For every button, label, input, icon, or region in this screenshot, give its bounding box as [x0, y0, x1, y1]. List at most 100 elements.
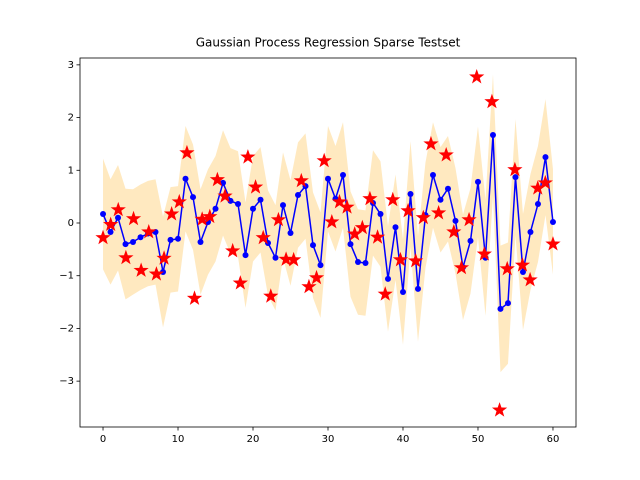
test-star [331, 193, 348, 209]
test-star [255, 229, 271, 245]
test-star [400, 202, 416, 218]
test-star [324, 213, 340, 229]
test-star [171, 193, 187, 209]
mean-point [512, 174, 519, 181]
test-star [232, 275, 248, 290]
test-star [308, 269, 325, 285]
mean-point [392, 224, 399, 231]
test-star [301, 278, 317, 294]
mean-point [504, 300, 511, 307]
mean-point [107, 228, 114, 235]
test-star [263, 288, 279, 303]
mean-point [115, 214, 122, 221]
mean-point [325, 175, 331, 182]
mean-point [182, 175, 189, 182]
test-star [240, 149, 256, 164]
mean-point [549, 218, 556, 225]
test-star [225, 242, 241, 258]
test-star [118, 249, 134, 265]
test-star [522, 271, 538, 287]
test-star [316, 152, 332, 168]
mean-point [347, 241, 354, 248]
y-tick-label: 3 [68, 60, 74, 71]
mean-point [212, 205, 219, 212]
mean-point [542, 154, 549, 161]
test-star [484, 93, 500, 109]
mean-point [272, 254, 279, 261]
test-star [507, 161, 523, 177]
y-tick-label: −3 [59, 376, 74, 387]
test-star [530, 180, 546, 195]
mean-point [444, 185, 451, 192]
mean-point [317, 262, 324, 269]
test-star [446, 223, 462, 239]
mean-point [527, 228, 534, 235]
mean-point [175, 235, 182, 242]
mean-point [467, 237, 474, 244]
test-star [415, 209, 431, 225]
mean-point [489, 131, 496, 138]
y-tick-label: 1 [68, 165, 74, 176]
test-star [377, 286, 393, 301]
y-tick-label: −2 [59, 323, 74, 334]
chart-title: Gaussian Process Regression Sparse Tests… [196, 36, 461, 50]
test-star [438, 146, 454, 162]
mean-point [534, 201, 541, 208]
test-star [141, 223, 157, 239]
mean-point [497, 305, 504, 312]
x-tick-label: 50 [472, 434, 485, 445]
x-tick-label: 60 [547, 434, 560, 445]
mean-point [257, 196, 264, 203]
x-tick-label: 10 [172, 434, 185, 445]
mean-point [130, 238, 137, 245]
test-star [491, 402, 508, 417]
mean-point [100, 211, 107, 218]
test-star [202, 208, 218, 224]
test-star [385, 191, 401, 207]
mean-point [437, 196, 444, 203]
test-star [423, 135, 439, 151]
mean-point [227, 197, 234, 204]
test-star [369, 229, 386, 244]
x-tick-label: 20 [247, 434, 260, 445]
mean-point [474, 178, 481, 185]
mean-point [452, 217, 459, 224]
test-star [194, 211, 210, 226]
mean-point [235, 201, 242, 208]
test-star [408, 252, 424, 268]
confidence-band [103, 74, 553, 373]
test-star [476, 246, 492, 261]
test-star [95, 229, 111, 245]
test-star [156, 250, 172, 265]
mean-point [519, 269, 526, 276]
y-tick-label: −1 [59, 271, 74, 282]
test-star [286, 251, 302, 267]
mean-point [339, 172, 346, 179]
mean-point [250, 205, 257, 212]
test-star [537, 174, 553, 190]
test-star [278, 251, 294, 266]
mean-point [429, 172, 436, 179]
test-star [103, 216, 119, 232]
test-star [514, 257, 531, 272]
mean-point [197, 238, 204, 245]
mean-point [295, 192, 302, 199]
mean-point [362, 260, 369, 267]
test-star [164, 206, 180, 221]
test-star [179, 144, 195, 160]
mean-point [122, 241, 129, 248]
test-star [354, 219, 370, 235]
test-star [339, 199, 355, 214]
test-star [362, 190, 378, 206]
test-star [453, 259, 470, 275]
mean-point [287, 230, 294, 237]
test-star [133, 262, 149, 277]
test-star [461, 211, 477, 227]
y-tick-label: 0 [68, 218, 74, 229]
mean-point [190, 194, 197, 201]
test-star [431, 204, 447, 220]
test-star [247, 179, 264, 194]
test-star [186, 290, 203, 305]
test-star [270, 211, 287, 227]
test-star [545, 236, 561, 251]
